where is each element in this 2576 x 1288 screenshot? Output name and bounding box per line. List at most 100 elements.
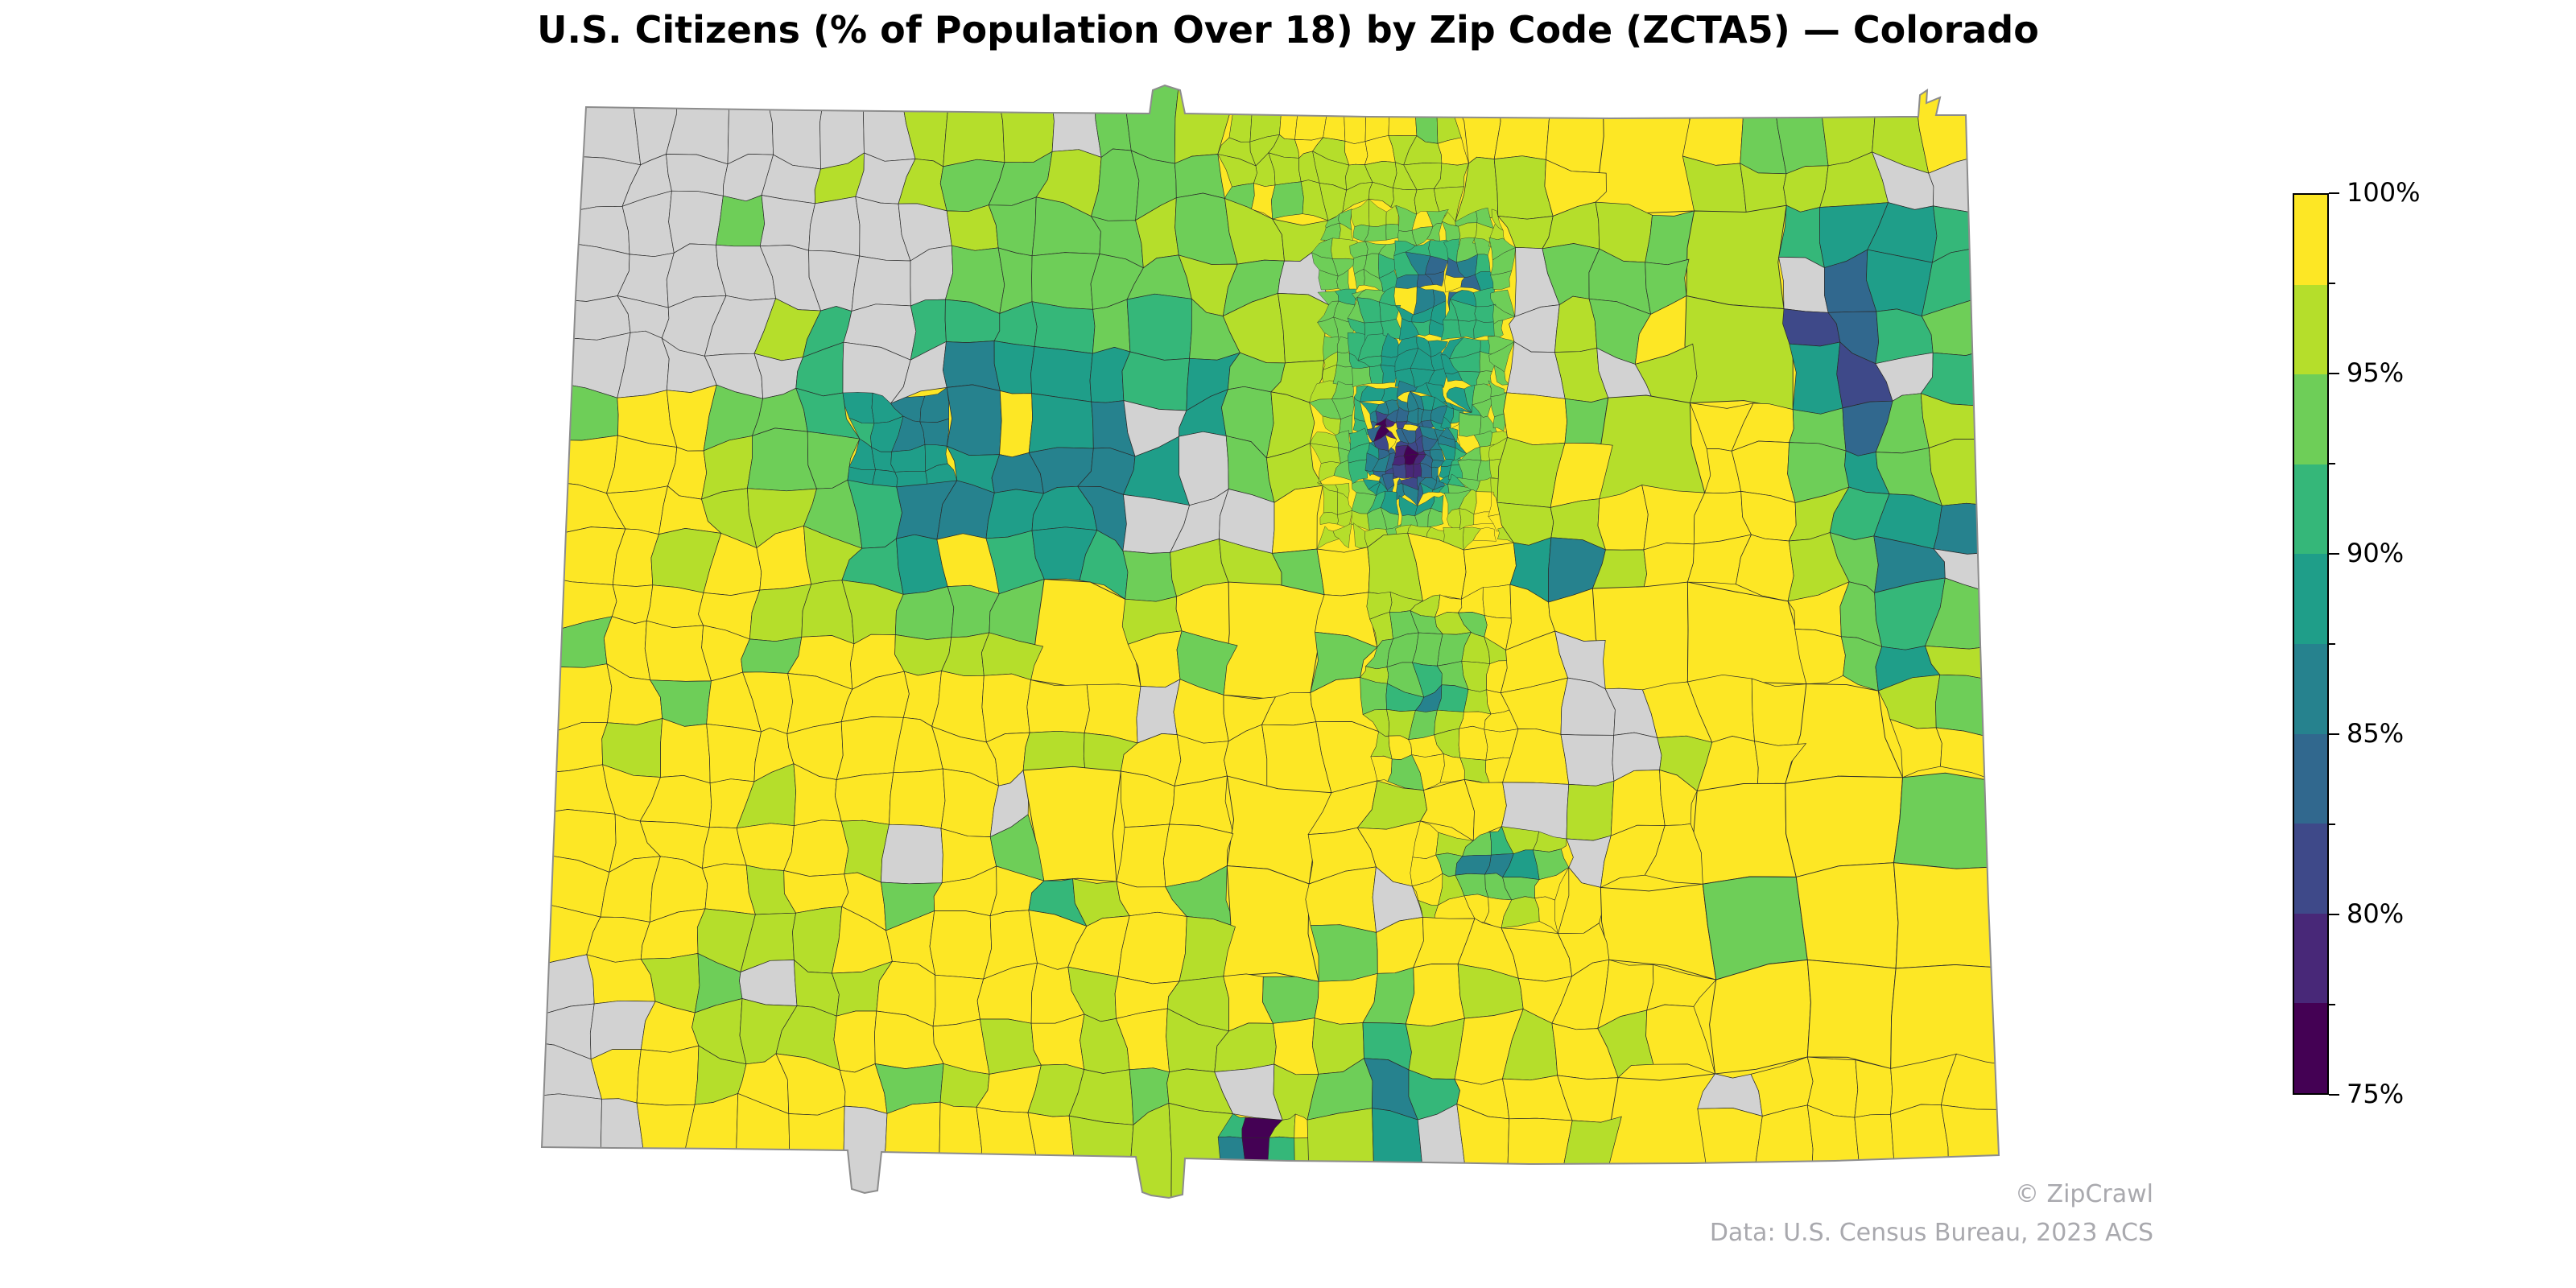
figure-title: U.S. Citizens (% of Population Over 18) … — [537, 8, 2039, 52]
zcta-region — [1174, 154, 1225, 199]
zcta-region — [946, 204, 999, 251]
zcta-region — [993, 341, 1035, 394]
zcta-region — [542, 764, 616, 815]
zcta-region — [1223, 581, 1325, 700]
zcta-region — [999, 390, 1033, 458]
zcta-region — [1795, 862, 1899, 969]
zcta-region — [1404, 464, 1414, 479]
zcta-region — [1126, 85, 1182, 164]
colorbar-tick — [2329, 553, 2339, 555]
zcta-region — [550, 332, 631, 398]
zcta-region — [1121, 351, 1190, 411]
zcta-region — [636, 1045, 700, 1106]
zcta-region — [808, 196, 861, 257]
zcta-region — [1440, 319, 1462, 341]
zcta-region — [1388, 85, 1418, 136]
zcta-region — [889, 768, 946, 829]
zcta-region — [1682, 85, 1744, 166]
zcta-region — [1472, 526, 1496, 542]
colorbar-tick — [2329, 733, 2339, 735]
colorbar-tick-label: 100% — [2347, 177, 2421, 208]
colorbar-segment — [2294, 464, 2327, 555]
zcta-region — [1789, 341, 1843, 415]
zcta-region — [1126, 293, 1192, 361]
zcta-region — [782, 1105, 845, 1198]
state-border — [540, 84, 2000, 1199]
attribution-copyright: © ZipCrawl — [2014, 1180, 2153, 1208]
zcta-region — [1405, 1018, 1465, 1080]
zcta-region — [1028, 393, 1094, 453]
zcta-region — [558, 85, 642, 166]
zcta-region — [1332, 522, 1352, 549]
zcta-region — [1307, 1108, 1374, 1198]
colorbar-segment — [2294, 284, 2327, 375]
zcta-region — [759, 195, 815, 251]
zcta-region — [1241, 1137, 1270, 1198]
zcta-region — [835, 772, 894, 825]
zcta-region — [1503, 392, 1567, 446]
zcta-region — [1459, 412, 1482, 437]
colorbar-minor-tick — [2329, 643, 2335, 645]
zcta-region — [1709, 959, 1811, 1075]
colorbar-segment — [2294, 643, 2327, 734]
colorbar-segment — [2294, 554, 2327, 644]
zcta-region — [1686, 204, 1787, 310]
zcta-region — [1413, 462, 1422, 479]
colorbar-minor-tick — [2329, 1004, 2335, 1005]
zcta-region — [1806, 959, 1897, 1069]
colorbar-segment — [2294, 913, 2327, 1004]
colorbar-tick — [2329, 1094, 2339, 1096]
zcta-region — [1262, 976, 1319, 1024]
zcta-region — [1546, 85, 1608, 174]
zcta-region — [1319, 511, 1339, 525]
zcta-region — [542, 526, 626, 585]
zcta-region — [1591, 581, 1689, 691]
attribution: © ZipCrawl Data: U.S. Census Bureau, 202… — [1710, 1175, 2153, 1253]
zcta-region — [1031, 252, 1100, 310]
zcta-region — [851, 255, 911, 312]
zcta-region — [1026, 679, 1090, 733]
zcta-region — [929, 910, 993, 980]
zcta-region — [996, 85, 1055, 163]
colorbar-tick-label: 95% — [2347, 357, 2405, 388]
zcta-region — [1933, 502, 1991, 555]
zcta-region — [1360, 677, 1388, 715]
zcta-region — [946, 384, 1002, 456]
zcta-region — [1348, 459, 1368, 485]
zcta-region — [1385, 418, 1397, 427]
colorbar-tick-label: 85% — [2347, 718, 2405, 749]
colorbar — [2293, 193, 2329, 1095]
zcta-region — [1031, 301, 1096, 354]
zcta-region — [932, 974, 985, 1027]
colorbar-segment — [2294, 374, 2327, 464]
zcta-region — [746, 427, 817, 492]
colorbar-segment — [2294, 1003, 2327, 1093]
zcta-region — [1316, 547, 1370, 597]
zcta-region — [1854, 1059, 1893, 1118]
zcta-region — [943, 341, 1001, 391]
colorbar-segment — [2294, 733, 2327, 824]
zcta-region — [783, 819, 849, 877]
zcta-region — [1600, 1073, 1716, 1198]
zcta-region — [1893, 772, 1999, 869]
zcta-region — [1455, 854, 1492, 876]
colorbar-minor-tick — [2329, 463, 2335, 464]
zcta-region — [1030, 346, 1093, 402]
colorbar-tick — [2329, 914, 2339, 915]
zcta-region — [636, 1102, 696, 1198]
zcta-region — [1493, 155, 1554, 220]
zcta-region — [1566, 780, 1615, 841]
colorbar-tick — [2329, 373, 2339, 374]
zcta-region — [611, 584, 654, 624]
zcta-region — [644, 620, 712, 682]
zcta-region — [894, 586, 955, 640]
zcta-region — [1437, 684, 1469, 712]
zcta-region — [1560, 734, 1615, 786]
zcta-region — [1405, 964, 1465, 1027]
zcta-region — [836, 716, 904, 780]
zcta-region — [660, 718, 711, 784]
zcta-region — [1117, 911, 1187, 985]
zcta-region — [1751, 678, 1808, 746]
zcta-region — [1273, 1018, 1319, 1075]
zcta-region — [1122, 550, 1178, 602]
